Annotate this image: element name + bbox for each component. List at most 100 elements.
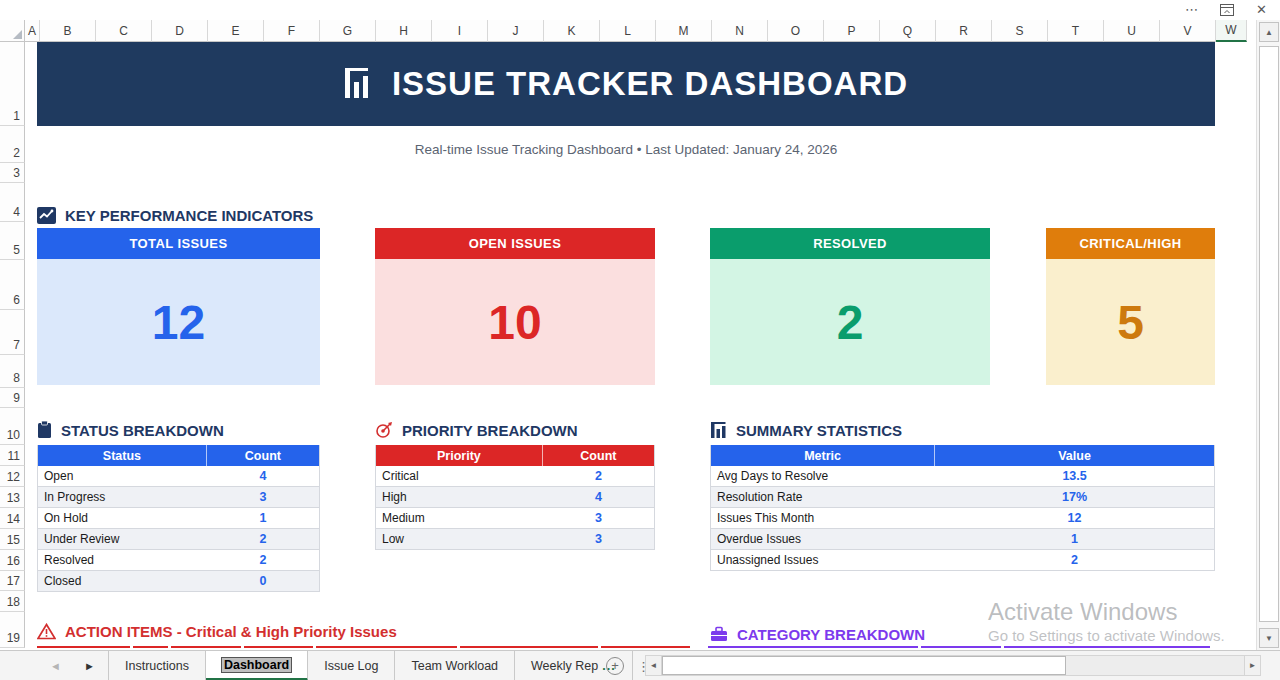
table-cell-value[interactable]: 4 xyxy=(207,466,319,486)
table-row[interactable]: Under Review2 xyxy=(38,529,319,550)
row-header-18[interactable]: 18 xyxy=(0,591,25,612)
summary-table[interactable]: MetricValueAvg Days to Resolve13.5Resolu… xyxy=(710,445,1215,571)
row-header-14[interactable]: 14 xyxy=(0,508,25,529)
horizontal-scrollbar-thumb[interactable] xyxy=(662,656,1066,675)
table-cell-value[interactable]: 2 xyxy=(935,550,1214,570)
scroll-right-icon[interactable]: ► xyxy=(1244,656,1260,675)
scroll-down-icon[interactable]: ▼ xyxy=(1259,628,1279,648)
table-cell-label[interactable]: Resolved xyxy=(38,550,207,570)
table-cell-label[interactable]: On Hold xyxy=(38,508,207,528)
column-header-H[interactable]: H xyxy=(376,20,432,42)
table-cell-label[interactable]: Critical xyxy=(376,466,543,486)
column-header-S[interactable]: S xyxy=(992,20,1048,42)
dashboard-title-banner[interactable]: ISSUE TRACKER DASHBOARD xyxy=(37,42,1215,126)
table-row[interactable]: Medium3 xyxy=(376,508,654,529)
table-row[interactable]: Avg Days to Resolve13.5 xyxy=(711,466,1214,487)
column-header-R[interactable]: R xyxy=(936,20,992,42)
row-header-8[interactable]: 8 xyxy=(0,355,25,388)
column-header-W[interactable]: W xyxy=(1216,20,1247,42)
table-row[interactable]: Low3 xyxy=(376,529,654,550)
column-header-U[interactable]: U xyxy=(1104,20,1160,42)
row-header-11[interactable]: 11 xyxy=(0,445,25,466)
row-header-12[interactable]: 12 xyxy=(0,466,25,487)
column-header-M[interactable]: M xyxy=(656,20,712,42)
row-header-6[interactable]: 6 xyxy=(0,260,25,310)
table-cell-label[interactable]: Avg Days to Resolve xyxy=(711,466,935,486)
scroll-left-icon[interactable]: ◄ xyxy=(646,656,662,675)
kpi-card-open-issues[interactable]: OPEN ISSUES10 xyxy=(375,228,655,385)
table-row[interactable]: Resolution Rate17% xyxy=(711,487,1214,508)
table-cell-value[interactable]: 13.5 xyxy=(935,466,1214,486)
column-header-L[interactable]: L xyxy=(600,20,656,42)
horizontal-scrollbar[interactable]: ◄ ► xyxy=(645,655,1261,676)
table-row[interactable]: Open4 xyxy=(38,466,319,487)
column-header-T[interactable]: T xyxy=(1048,20,1104,42)
kpi-card-resolved[interactable]: RESOLVED2 xyxy=(710,228,990,385)
table-cell-label[interactable]: High xyxy=(376,487,543,507)
table-cell-label[interactable]: In Progress xyxy=(38,487,207,507)
table-cell-label[interactable]: Under Review xyxy=(38,529,207,549)
row-header-4[interactable]: 4 xyxy=(0,183,25,222)
priority-table[interactable]: PriorityCountCritical2High4Medium3Low3 xyxy=(375,445,655,550)
table-cell-value[interactable]: 12 xyxy=(935,508,1214,528)
table-cell-label[interactable]: Unassigned Issues xyxy=(711,550,935,570)
sheet-tab-dashboard[interactable]: Dashboard xyxy=(206,651,308,680)
table-row[interactable]: Critical2 xyxy=(376,466,654,487)
table-header-row[interactable]: MetricValue xyxy=(711,445,1214,466)
row-header-13[interactable]: 13 xyxy=(0,487,25,508)
column-header-C[interactable]: C xyxy=(96,20,152,42)
table-cell-value[interactable]: 2 xyxy=(207,529,319,549)
table-row[interactable]: On Hold1 xyxy=(38,508,319,529)
scroll-up-icon[interactable]: ▲ xyxy=(1259,22,1279,42)
select-all-corner[interactable] xyxy=(0,20,25,42)
row-header-19[interactable]: 19 xyxy=(0,612,25,648)
table-cell-value[interactable]: 17% xyxy=(935,487,1214,507)
tab-nav-right-icon[interactable]: ► xyxy=(84,651,95,680)
column-header-N[interactable]: N xyxy=(712,20,768,42)
row-header-15[interactable]: 15 xyxy=(0,529,25,550)
table-cell-value[interactable]: 1 xyxy=(935,529,1214,549)
table-cell-value[interactable]: 0 xyxy=(207,571,319,591)
table-cell-value[interactable]: 2 xyxy=(207,550,319,570)
column-header-J[interactable]: J xyxy=(488,20,544,42)
column-header-P[interactable]: P xyxy=(824,20,880,42)
row-header-9[interactable]: 9 xyxy=(0,388,25,408)
table-row[interactable]: Resolved2 xyxy=(38,550,319,571)
table-row[interactable]: Overdue Issues1 xyxy=(711,529,1214,550)
table-cell-label[interactable]: Overdue Issues xyxy=(711,529,935,549)
column-header-G[interactable]: G xyxy=(320,20,376,42)
new-sheet-button[interactable]: + xyxy=(606,657,624,675)
vertical-scrollbar-thumb[interactable] xyxy=(1259,46,1279,622)
table-cell-label[interactable]: Priority xyxy=(376,445,543,466)
row-header-5[interactable]: 5 xyxy=(0,222,25,260)
row-header-2[interactable]: 2 xyxy=(0,126,25,163)
column-header-O[interactable]: O xyxy=(768,20,824,42)
ribbon-display-options-icon[interactable] xyxy=(1220,4,1234,16)
table-cell-label[interactable]: Metric xyxy=(711,445,935,466)
sheet-canvas[interactable]: ISSUE TRACKER DASHBOARD Real-time Issue … xyxy=(25,42,1247,648)
table-cell-value[interactable]: 2 xyxy=(543,466,654,486)
column-header-A[interactable]: A xyxy=(25,20,40,42)
ellipsis-icon[interactable]: ⋯ xyxy=(1185,0,1198,20)
status-table[interactable]: StatusCountOpen4In Progress3On Hold1Unde… xyxy=(37,445,320,592)
column-header-V[interactable]: V xyxy=(1160,20,1216,42)
table-cell-label[interactable]: Closed xyxy=(38,571,207,591)
row-header-17[interactable]: 17 xyxy=(0,571,25,591)
column-header-K[interactable]: K xyxy=(544,20,600,42)
sheet-tab-instructions[interactable]: Instructions xyxy=(108,651,206,680)
table-cell-value[interactable]: Count xyxy=(207,445,319,466)
table-cell-label[interactable]: Issues This Month xyxy=(711,508,935,528)
row-header-7[interactable]: 7 xyxy=(0,310,25,355)
table-row[interactable]: High4 xyxy=(376,487,654,508)
column-header-Q[interactable]: Q xyxy=(880,20,936,42)
table-row[interactable]: Closed0 xyxy=(38,571,319,592)
table-cell-value[interactable]: Count xyxy=(543,445,654,466)
table-cell-label[interactable]: Resolution Rate xyxy=(711,487,935,507)
sheet-tab-issue-log[interactable]: Issue Log xyxy=(308,651,395,680)
vertical-scrollbar[interactable]: ▲ ▼ xyxy=(1256,20,1280,650)
table-cell-label[interactable]: Status xyxy=(38,445,207,466)
table-header-row[interactable]: PriorityCount xyxy=(376,445,654,466)
table-row[interactable]: In Progress3 xyxy=(38,487,319,508)
row-header-16[interactable]: 16 xyxy=(0,550,25,571)
table-cell-value[interactable]: 3 xyxy=(207,487,319,507)
